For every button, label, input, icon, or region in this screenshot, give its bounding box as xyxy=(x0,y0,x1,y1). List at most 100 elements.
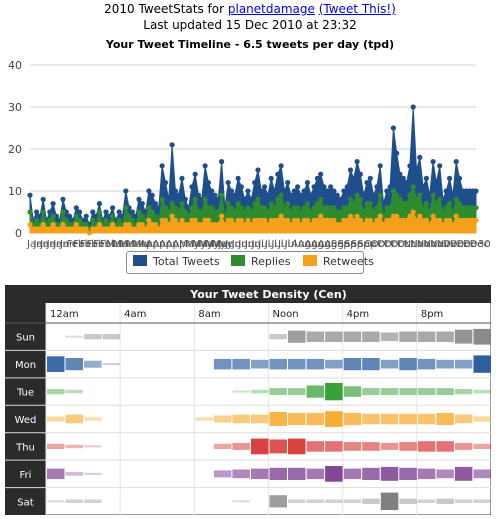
density-cell-5-16 xyxy=(343,468,362,480)
density-cell-1-22 xyxy=(454,359,473,369)
density-cell-6-21 xyxy=(436,498,454,504)
point-1-124 xyxy=(437,196,443,202)
point-2-78 xyxy=(285,217,291,223)
density-title: Your Tweet Density (Cen) xyxy=(189,288,346,301)
point-0-76 xyxy=(278,163,284,169)
username-link[interactable]: planetdamage xyxy=(227,2,315,16)
point-0-94 xyxy=(337,196,344,202)
density-cell-2-16 xyxy=(343,386,362,397)
point-2-0 xyxy=(27,222,33,228)
density-cell-0-14 xyxy=(306,331,325,342)
point-2-43 xyxy=(169,213,175,219)
point-0-15 xyxy=(77,209,83,215)
point-2-127 xyxy=(447,217,453,223)
point-1-40 xyxy=(159,196,165,202)
point-0-0 xyxy=(27,192,33,198)
point-1-86 xyxy=(311,205,317,211)
density-cell-6-12 xyxy=(269,495,287,508)
point-2-7 xyxy=(50,222,56,228)
density-cell-5-13 xyxy=(288,467,306,480)
point-2-9 xyxy=(57,226,63,232)
density-cell-4-23 xyxy=(473,443,491,449)
x-tick-label-56: May xyxy=(212,239,233,250)
legend-item-retweets[interactable]: Retweets xyxy=(303,255,374,269)
point-1-106 xyxy=(377,192,383,198)
legend-item-total-tweets[interactable]: Total Tweets xyxy=(133,255,220,269)
point-0-3 xyxy=(37,213,43,219)
point-0-2 xyxy=(34,209,40,215)
density-cell-1-14 xyxy=(306,358,325,370)
x-tick-label-42: Apr xyxy=(166,239,184,250)
density-cell-5-18 xyxy=(380,466,399,481)
point-2-125 xyxy=(440,222,446,228)
point-0-92 xyxy=(331,188,337,194)
point-0-84 xyxy=(304,180,311,186)
point-1-49 xyxy=(189,205,195,211)
point-0-82 xyxy=(298,192,304,198)
density-cell-0-15 xyxy=(325,331,343,342)
point-1-41 xyxy=(162,205,169,211)
density-cell-5-17 xyxy=(362,467,380,480)
point-2-52 xyxy=(199,222,205,228)
point-1-104 xyxy=(371,209,377,215)
density-cell-4-19 xyxy=(399,442,417,451)
legend-item-replies[interactable]: Replies xyxy=(231,255,291,269)
density-cell-0-2 xyxy=(84,334,102,340)
point-1-66 xyxy=(245,205,251,211)
point-2-57 xyxy=(215,222,221,228)
density-cell-3-22 xyxy=(454,414,473,424)
density-cell-2-19 xyxy=(399,388,417,396)
density-cell-0-1 xyxy=(65,335,83,338)
x-tick-label-96: Sep xyxy=(344,239,363,250)
point-1-47 xyxy=(182,209,188,215)
point-0-35 xyxy=(143,209,149,215)
point-2-92 xyxy=(331,217,337,223)
point-0-119 xyxy=(420,184,426,190)
point-2-116 xyxy=(410,209,416,215)
tweet-this-link[interactable]: (Tweet This!) xyxy=(318,2,396,16)
point-2-28 xyxy=(119,226,126,232)
x-tick-label-28: Mar xyxy=(120,239,140,250)
x-tick-label-8: Jan xyxy=(52,239,68,250)
point-0-25 xyxy=(110,205,116,211)
point-0-49 xyxy=(189,184,195,190)
density-cell-5-20 xyxy=(417,468,436,480)
point-1-65 xyxy=(242,209,248,215)
density-cell-1-15 xyxy=(325,359,343,369)
point-2-17 xyxy=(83,226,89,232)
density-cell-6-2 xyxy=(84,499,102,503)
density-cell-6-14 xyxy=(306,499,325,503)
point-1-10 xyxy=(60,209,66,215)
density-cell-3-0 xyxy=(47,416,65,422)
point-1-98 xyxy=(351,201,357,207)
point-1-2 xyxy=(34,217,40,223)
density-cell-1-1 xyxy=(65,358,83,371)
point-2-6 xyxy=(47,226,53,232)
x-tick-label-134: Dec xyxy=(470,239,489,250)
density-cell-0-20 xyxy=(417,331,436,342)
point-1-36 xyxy=(146,205,152,211)
point-0-40 xyxy=(159,163,165,169)
density-cell-5-1 xyxy=(65,472,83,476)
point-1-67 xyxy=(248,209,254,215)
x-tick-label-122: Nov xyxy=(430,239,450,250)
density-cell-5-11 xyxy=(251,468,269,480)
density-cell-5-23 xyxy=(473,469,491,479)
density-cell-5-10 xyxy=(232,469,250,479)
point-1-100 xyxy=(357,196,363,202)
point-0-78 xyxy=(285,180,291,186)
x-tick-label-66: Jun xyxy=(244,239,261,250)
point-0-72 xyxy=(265,192,271,198)
density-cell-1-18 xyxy=(380,359,399,369)
point-2-4 xyxy=(40,222,46,228)
point-2-94 xyxy=(337,222,344,228)
point-1-130 xyxy=(456,201,463,207)
point-0-73 xyxy=(268,175,274,181)
point-1-55 xyxy=(209,205,215,211)
point-0-120 xyxy=(423,175,429,181)
density-cell-3-23 xyxy=(473,416,491,422)
point-0-54 xyxy=(205,180,211,186)
y-tick-label-2: 20 xyxy=(8,143,22,156)
density-cell-0-16 xyxy=(343,331,362,342)
density-cell-5-9 xyxy=(213,470,232,478)
